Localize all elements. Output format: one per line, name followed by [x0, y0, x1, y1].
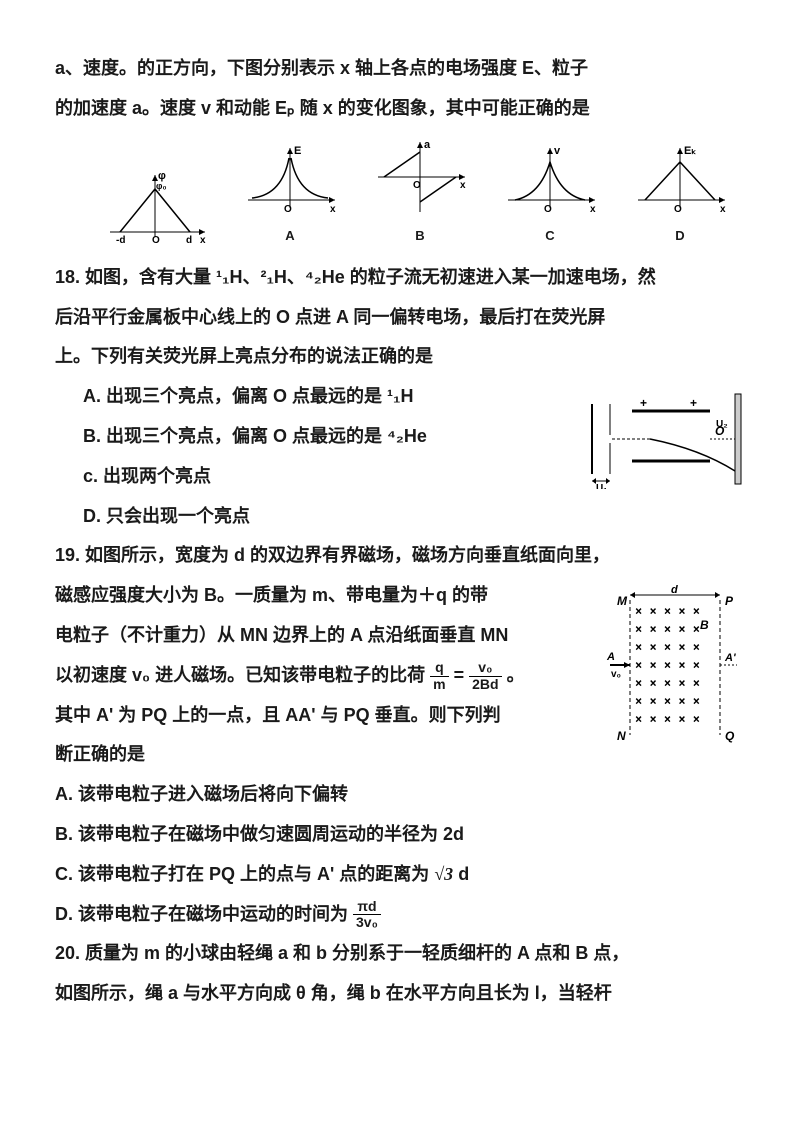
q17-labelC: C	[545, 228, 554, 243]
q18-stem2: 后沿平行金属板中心线上的 O 点进 A 同一偏转电场，最后打在荧光屏	[55, 299, 745, 337]
svg-text:Eₖ: Eₖ	[684, 145, 696, 157]
svg-text:M: M	[617, 594, 628, 608]
q17-line2: 的加速度 a。速度 v 和动能 Eₚ 随 x 的变化图象，其中可能正确的是	[55, 90, 745, 128]
svg-text:x: x	[590, 204, 596, 215]
q19-optD-frac: πd3v₀	[353, 899, 381, 931]
q19-stem4b: 。	[507, 665, 525, 685]
q18-optD: D. 只会出现一个亮点	[55, 498, 745, 536]
q17-chartD: Eₖ O x D	[630, 140, 730, 249]
svg-text:+: +	[640, 396, 647, 410]
q19-ratio-left: qm	[430, 660, 448, 692]
svg-text:v: v	[554, 145, 561, 157]
q19-optD-a: D. 该带电粒子在磁场中运动的时间为	[55, 904, 353, 924]
svg-text:+: +	[690, 396, 697, 410]
svg-text:A': A'	[724, 652, 736, 664]
svg-text:d: d	[671, 585, 678, 596]
svg-text:x: x	[460, 180, 466, 191]
q20-stem1: 20. 质量为 m 的小球由轻绳 a 和 b 分别系于一轻质细杆的 A 点和 B…	[55, 935, 745, 973]
q17-chartA: E O x A	[240, 140, 340, 249]
svg-text:O: O	[413, 180, 421, 191]
svg-text:-d: -d	[116, 235, 125, 246]
svg-text:× × × × ×: × × × × ×	[635, 676, 700, 690]
svg-text:O: O	[544, 204, 552, 215]
svg-text:U₁: U₁	[596, 483, 607, 489]
q19-stem1: 19. 如图所示，宽度为 d 的双边界有界磁场，磁场方向垂直纸面向里，	[55, 537, 745, 575]
q18-stem1: 18. 如图，含有大量 ¹₁H、²₁H、⁴₂He 的粒子流无初速进入某一加速电场…	[55, 259, 745, 297]
q19-block: 19. 如图所示，宽度为 d 的双边界有界磁场，磁场方向垂直纸面向里， 磁感应强…	[55, 537, 745, 933]
svg-text:Q: Q	[725, 729, 735, 743]
q19-optC: C. 该带电粒子打在 PQ 上的点与 A' 点的距离为 √3 d	[55, 856, 745, 894]
svg-text:x: x	[720, 204, 726, 215]
q17-labelD: D	[675, 228, 684, 243]
q17-chartB: a O x B	[370, 134, 470, 249]
svg-text:φ₀: φ₀	[156, 181, 167, 191]
svg-text:A: A	[606, 651, 615, 663]
q19-optC-a: C. 该带电粒子打在 PQ 上的点与 A' 点的距离为	[55, 864, 434, 884]
q18-stem3: 上。下列有关荧光屏上亮点分布的说法正确的是	[55, 338, 745, 376]
svg-text:x: x	[200, 235, 206, 246]
q17-labelB: B	[415, 228, 424, 243]
svg-text:O: O	[674, 204, 682, 215]
svg-text:v₀: v₀	[611, 669, 621, 680]
q19-optA: A. 该带电粒子进入磁场后将向下偏转	[55, 776, 745, 814]
q17-charts: φ φ₀ -d O d x E O x A	[85, 134, 745, 249]
svg-text:× × × × ×: × × × × ×	[635, 712, 700, 726]
q19-sqrt3: √3	[434, 864, 453, 884]
svg-text:P: P	[725, 594, 734, 608]
svg-text:O: O	[284, 204, 292, 215]
q19-optB: B. 该带电粒子在磁场中做匀速圆周运动的半径为 2d	[55, 816, 745, 854]
q19-optD: D. 该带电粒子在磁场中运动的时间为 πd3v₀	[55, 896, 745, 934]
q18-block: 18. 如图，含有大量 ¹₁H、²₁H、⁴₂He 的粒子流无初速进入某一加速电场…	[55, 259, 745, 536]
svg-text:E: E	[294, 145, 301, 157]
svg-text:x: x	[330, 204, 336, 215]
svg-text:a: a	[424, 139, 431, 151]
svg-text:× × × × ×: × × × × ×	[635, 622, 700, 636]
svg-text:U₂: U₂	[716, 419, 728, 430]
q18-figure: + + O U₂ U₁	[590, 389, 745, 489]
q17-chartC: v O x C	[500, 140, 600, 249]
svg-text:× × × × ×: × × × × ×	[635, 640, 700, 654]
svg-text:O: O	[152, 235, 160, 246]
svg-text:× × × × ×: × × × × ×	[635, 604, 700, 618]
svg-text:× × × × ×: × × × × ×	[635, 658, 700, 672]
q19-stem4a: 以初速度 v₀ 进人磁场。已知该带电粒子的比荷	[55, 665, 430, 685]
q19-ratio-right: v₀2Bd	[469, 660, 501, 692]
q17-chart0: φ φ₀ -d O d x	[100, 167, 210, 249]
q19-eq: =	[454, 665, 465, 685]
q17-line1: a、速度。的正方向，下图分别表示 x 轴上各点的电场强度 E、粒子	[55, 50, 745, 88]
q19-figure: × × × × × × × × × × × × × × × × × × × × …	[605, 585, 745, 745]
svg-text:d: d	[186, 235, 192, 246]
svg-text:B: B	[700, 618, 709, 632]
svg-text:N: N	[617, 729, 626, 743]
q17-labelA: A	[285, 228, 294, 243]
q20-stem2: 如图所示，绳 a 与水平方向成 θ 角，绳 b 在水平方向且长为 l，当轻杆	[55, 975, 745, 1013]
svg-text:× × × × ×: × × × × ×	[635, 694, 700, 708]
q19-optC-b: d	[453, 864, 469, 884]
